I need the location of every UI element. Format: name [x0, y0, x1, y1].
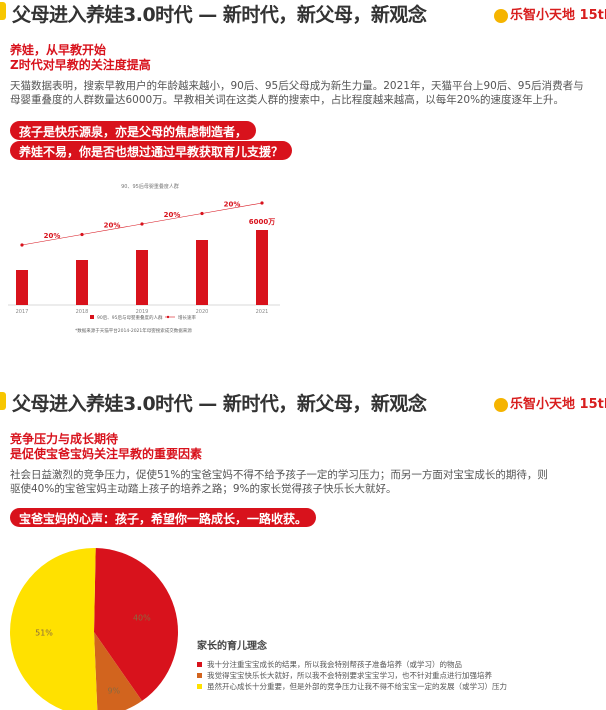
bar	[136, 250, 148, 305]
legend-label: 虽然开心成长十分重要，但是外部的竞争压力让我不得不给宝宝一定的发展（或学习）压力	[207, 682, 507, 691]
tiger-logo-icon	[494, 8, 508, 23]
body-line-1: 天猫数据表明，搜索早教用户的年龄越来越小，90后、95后父母成为新生力量。202…	[10, 80, 584, 92]
growth-point	[260, 201, 264, 205]
growth-point	[20, 243, 24, 247]
tiger-logo-icon	[494, 397, 508, 412]
pie-legend: 我十分注重宝宝成长的结果，所以我会特别帮孩子准备培养（或学习）的物品 我觉得宝宝…	[197, 659, 507, 692]
bar	[256, 230, 268, 305]
legend-swatch	[197, 684, 202, 689]
legend-swatch-bar	[90, 315, 94, 319]
chart-title: 90、95后母婴重叠度人群	[121, 183, 179, 190]
legend-item: 我觉得宝宝快乐长大就好，所以我不会特别要求宝宝学习，也不针对重点进行加强培养	[197, 670, 507, 681]
legend-item: 我十分注重宝宝成长的结果，所以我会特别帮孩子准备培养（或学习）的物品	[197, 659, 507, 670]
pie-slice-label: 40%	[133, 614, 151, 623]
body-line-2: 母婴重叠度的人群数量达6000万。早教相关词在这类人群的搜索中，占比程度越来越高…	[10, 94, 565, 106]
x-tick-label: 2019	[136, 309, 149, 315]
pie-slice	[10, 548, 98, 710]
legend-label: 我十分注重宝宝成长的结果，所以我会特别帮孩子准备培养（或学习）的物品	[207, 660, 462, 669]
brand-logo-2: 乐智小天地 15th	[494, 393, 606, 412]
logo-badge: 15th	[579, 397, 606, 412]
title-bar-accent-2	[0, 392, 6, 410]
pie-chart: 40% 9% 51%	[10, 548, 178, 710]
bar-chart: 90、95后母婴重叠度人群 2017 2018 2019 2020 2021 20% 20% 2…	[8, 183, 280, 334]
growth-point	[140, 222, 144, 226]
body-line-3: 社会日益激烈的竞争压力，促使51%的宝爸宝妈不得不给予孩子一定的学习压力；而另一…	[10, 469, 548, 481]
legend-label-bar: 90后、95后与母婴重叠度的人群	[97, 314, 163, 321]
growth-point	[200, 211, 204, 216]
subtitle-3: 竞争压力与成长期待	[10, 432, 119, 446]
growth-label: 20%	[44, 232, 61, 240]
brand-logo: 乐智小天地 15th	[494, 4, 606, 23]
pie-slice	[94, 632, 143, 710]
bar	[196, 240, 208, 305]
legend-swatch	[197, 662, 202, 667]
growth-point	[80, 232, 84, 237]
pie-legend-title: 家长的育儿理念	[197, 641, 267, 652]
title-bar-accent	[0, 2, 6, 20]
pie-slice-label: 9%	[107, 687, 120, 696]
growth-label: 20%	[164, 211, 181, 219]
logo-text: 乐智小天地	[510, 8, 576, 23]
legend-swatch-point	[166, 315, 170, 319]
growth-label: 20%	[224, 201, 241, 209]
bar-data-label: 6000万	[249, 218, 275, 226]
highlight-pill-2: 养娃不易，你是否也想过通过早教获取育儿支援？	[10, 141, 293, 160]
x-tick-label: 2017	[16, 309, 29, 315]
pie-slice-label: 51%	[35, 629, 53, 638]
subtitle-2: Z时代对早教的关注度提高	[10, 58, 151, 72]
page-title: 父母进入养娃3.0时代 — 新时代，新父母，新观念	[12, 4, 427, 26]
legend-label: 我觉得宝宝快乐长大就好，所以我不会特别要求宝宝学习，也不针对重点进行加强培养	[207, 671, 492, 680]
page-title-2: 父母进入养娃3.0时代 — 新时代，新父母，新观念	[12, 393, 427, 415]
highlight-pill-1: 孩子是快乐源泉，亦是父母的焦虑制造者，	[10, 121, 257, 140]
x-tick-label: 2021	[256, 309, 269, 315]
growth-label: 20%	[104, 222, 121, 230]
legend-label-line: 增长速率	[178, 314, 196, 321]
logo-badge: 15th	[579, 8, 606, 23]
legend-item: 虽然开心成长十分重要，但是外部的竞争压力让我不得不给宝宝一定的发展（或学习）压力	[197, 681, 507, 692]
highlight-pill-3: 宝爸宝妈的心声：孩子，希望你一路成长，一路收获。	[10, 508, 317, 527]
x-tick-label: 2020	[196, 309, 209, 315]
logo-text: 乐智小天地	[510, 397, 576, 412]
subtitle-4: 是促使宝爸宝妈关注早教的重要因素	[10, 447, 203, 461]
x-tick-label: 2018	[76, 309, 89, 315]
pie-slice	[94, 548, 178, 701]
chart-footnote: *数据来源于天猫平台2014-2021年母婴搜索成交数据来源	[75, 327, 192, 334]
legend-swatch	[197, 673, 202, 678]
bar	[16, 270, 28, 305]
body-line-4: 驱使40%的宝爸宝妈主动踏上孩子的培养之路；9%的家长觉得孩子快乐长大就好。	[10, 483, 397, 495]
bar	[76, 260, 88, 305]
subtitle-1: 养娃，从早教开始	[10, 43, 107, 57]
